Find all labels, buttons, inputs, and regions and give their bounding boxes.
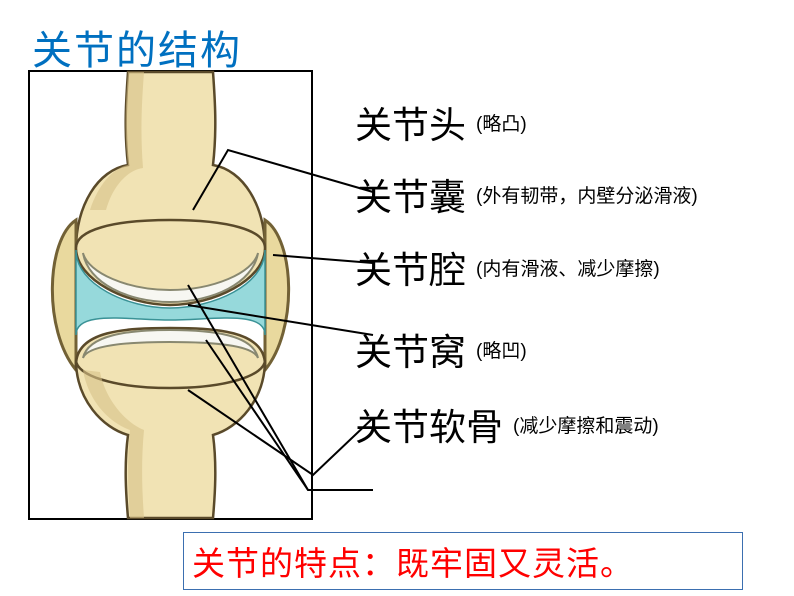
- label-cavity-main: 关节腔: [355, 240, 466, 294]
- label-cartilage-note: (减少摩擦和震动): [513, 411, 659, 438]
- label-socket-main: 关节窝: [355, 322, 466, 376]
- label-head: 关节头 (略凸): [355, 95, 527, 149]
- label-head-note: (略凸): [476, 109, 527, 136]
- label-capsule-note: (外有韧带，内壁分泌滑液): [476, 181, 698, 208]
- label-head-main: 关节头: [355, 95, 466, 149]
- feature-text: 关节的特点：既牢固又灵活。: [192, 545, 634, 582]
- joint-diagram: [28, 70, 313, 520]
- label-cartilage-main: 关节软骨: [355, 397, 503, 451]
- slide-title: 关节的结构: [32, 18, 242, 76]
- label-cartilage: 关节软骨 (减少摩擦和震动): [355, 397, 659, 451]
- label-capsule-main: 关节囊: [355, 167, 466, 221]
- label-socket-note: (略凹): [476, 336, 527, 363]
- label-cavity: 关节腔 (内有滑液、减少摩擦): [355, 240, 660, 294]
- label-capsule: 关节囊 (外有韧带，内壁分泌滑液): [355, 167, 698, 221]
- label-socket: 关节窝 (略凹): [355, 322, 527, 376]
- feature-box: 关节的特点：既牢固又灵活。: [183, 532, 743, 590]
- label-cavity-note: (内有滑液、减少摩擦): [476, 254, 660, 281]
